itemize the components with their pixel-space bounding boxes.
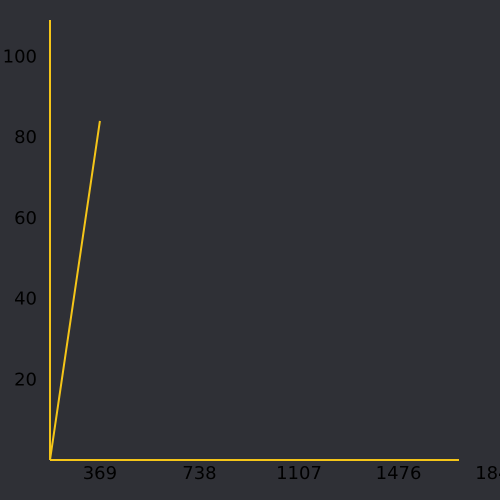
y-tick-label: 100 (3, 46, 37, 67)
y-tick-label: 40 (14, 289, 37, 310)
axis-layer (49, 20, 459, 461)
y-tick-label: 60 (14, 208, 37, 229)
x-tick-labels: 369 738 1107 1476 1845 (83, 463, 500, 484)
x-tick-label: 1107 (276, 463, 322, 484)
y-tick-label: 80 (14, 127, 37, 148)
series-line-0 (49, 120, 101, 461)
y-tick-label: 20 (14, 369, 37, 390)
x-tick-label: 738 (182, 463, 216, 484)
x-tick-label: 369 (83, 463, 117, 484)
y-tick-labels: 20 40 60 80 100 (3, 46, 37, 390)
x-tick-label: 1476 (376, 463, 422, 484)
x-tick-label: 1845 (475, 463, 500, 484)
series-layer (49, 120, 101, 461)
